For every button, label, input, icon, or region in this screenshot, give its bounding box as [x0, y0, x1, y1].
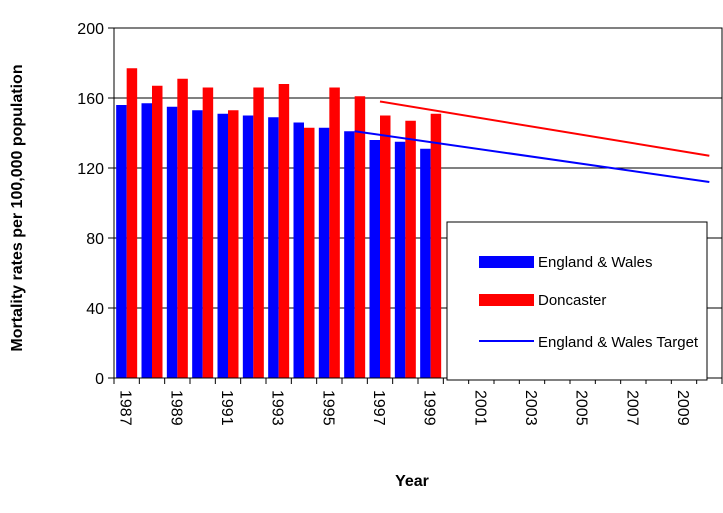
target-lines	[354, 100, 710, 183]
bar-england-wales-1992	[242, 115, 254, 378]
bar-doncaster-1992	[253, 87, 264, 378]
y-axis-title: Mortality rates per 100,000 population	[9, 64, 26, 351]
x-tick-label-1993: 1993	[269, 390, 286, 426]
legend-label-doncaster: Doncaster	[538, 292, 606, 309]
x-tick-label-2001: 2001	[471, 390, 488, 426]
bar-england-wales-1994	[293, 122, 304, 378]
bar-doncaster-1991	[228, 110, 239, 378]
bar-doncaster-1994	[304, 127, 315, 378]
bars	[116, 68, 442, 378]
x-tick-label-1987: 1987	[117, 390, 134, 426]
x-tick-label-2009: 2009	[674, 390, 691, 426]
x-tick-label-2007: 2007	[623, 390, 640, 426]
bar-england-wales-1991	[217, 113, 228, 378]
bar-doncaster-1998	[405, 120, 416, 378]
bar-doncaster-1996	[354, 96, 366, 378]
x-tick-label-1997: 1997	[370, 390, 387, 426]
bar-england-wales-1987	[116, 105, 127, 378]
bar-doncaster-1990	[202, 87, 214, 378]
y-tick-label: 120	[77, 161, 104, 178]
x-tick-label-1991: 1991	[218, 390, 235, 426]
x-tick-label-1995: 1995	[319, 390, 336, 426]
legend-label-england-wales-target: England & Wales Target	[538, 334, 699, 351]
x-tick-label-2005: 2005	[573, 390, 590, 426]
bar-england-wales-1996	[344, 131, 355, 378]
bar-england-wales-1988	[141, 103, 152, 378]
bar-doncaster-1997	[380, 115, 391, 378]
line-england-wales-target	[354, 130, 710, 183]
bar-doncaster-1995	[329, 87, 340, 378]
bar-doncaster-1989	[177, 78, 188, 378]
y-tick-label: 200	[77, 21, 104, 38]
x-axis-title: Year	[395, 473, 429, 490]
x-tick-label-2003: 2003	[522, 390, 539, 426]
legend-label-england-wales: England & Wales	[538, 254, 653, 271]
bar-england-wales-1998	[394, 141, 406, 378]
bar-england-wales-1990	[192, 110, 203, 378]
x-tick-label-1999: 1999	[421, 390, 438, 426]
x-axis: 1987 1989 1991 1993 1995 1997 1999 2001 2003 2005…	[113, 378, 723, 426]
legend: England & Wales Doncaster England & Wale…	[446, 221, 708, 381]
bar-doncaster-1999	[430, 113, 442, 378]
bar-england-wales-1995	[318, 127, 330, 378]
legend-swatch-england-wales	[479, 256, 534, 268]
y-tick-label: 160	[77, 91, 104, 108]
bar-england-wales-1997	[369, 140, 380, 378]
bar-doncaster-1993	[278, 84, 290, 378]
line-doncaster-target	[379, 100, 710, 157]
bar-england-wales-1999	[420, 148, 431, 378]
bar-england-wales-1989	[166, 106, 178, 378]
x-tick-label-1989: 1989	[167, 390, 184, 426]
y-tick-label: 80	[86, 231, 104, 248]
y-axis: 0 40 80 120 160 200	[77, 21, 114, 388]
bar-doncaster-1987	[126, 68, 138, 378]
bar-england-wales-1993	[268, 117, 279, 378]
y-tick-label: 40	[86, 301, 104, 318]
bar-doncaster-1988	[152, 85, 163, 378]
y-tick-label: 0	[95, 371, 104, 388]
legend-swatch-doncaster	[479, 294, 534, 306]
